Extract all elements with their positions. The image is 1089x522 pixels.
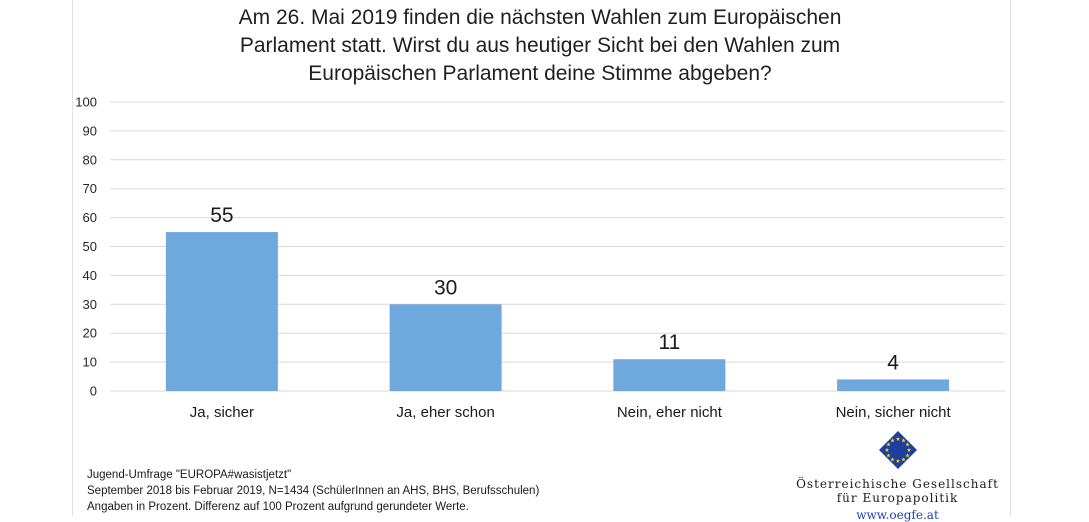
title-line-3: Europäischen Parlament deine Stimme abge… [308, 62, 772, 85]
footnote-line-1: Jugend-Umfrage "EUROPA#wasistjetzt" [87, 469, 292, 481]
y-axis-ticks: 0 10 20 30 40 50 60 70 80 90 100 [75, 95, 97, 399]
star-icon [889, 457, 895, 462]
y-tick-label: 60 [83, 210, 97, 225]
category-label: Nein, sicher nicht [836, 404, 952, 421]
footnote: Jugend-Umfrage "EUROPA#wasistjetzt" Sept… [87, 467, 539, 515]
logo-url: www.oegfe.at [856, 508, 939, 522]
oegfe-logo: Österreichische Gesellschaft für Europap… [790, 430, 1005, 522]
star-icon [884, 447, 889, 452]
data-label: 55 [210, 204, 233, 227]
footnote-line-3: Angaben in Prozent. Differenz auf 100 Pr… [87, 501, 469, 513]
star-icon [904, 442, 910, 447]
star-icon [889, 438, 895, 443]
bar [165, 232, 278, 391]
logo-name-line-2: für Europapolitik [836, 491, 959, 505]
data-label: 4 [887, 351, 899, 374]
chart-title: Am 26. Mai 2019 finden die nächsten Wahl… [120, 4, 960, 88]
y-tick-label: 50 [83, 239, 97, 254]
category-label: Ja, eher schon [396, 404, 494, 421]
y-tick-label: 20 [83, 326, 97, 341]
data-labels: 55 30 11 4 [210, 204, 899, 374]
bar [389, 304, 502, 391]
logo-name: Österreichische Gesellschaft für Europap… [790, 477, 1005, 505]
y-tick-label: 10 [83, 355, 97, 370]
bar [837, 379, 950, 391]
star-icon [904, 453, 910, 458]
star-icon [900, 438, 906, 443]
eu-stars-icon [878, 431, 917, 469]
star-icon [885, 442, 891, 447]
left-frame-line [72, 0, 73, 516]
title-line-2: Parlament statt. Wirst du aus heutiger S… [239, 34, 841, 57]
category-label: Nein, eher nicht [617, 404, 723, 421]
y-tick-label: 70 [83, 181, 97, 196]
y-tick-label: 80 [83, 152, 97, 167]
y-tick-label: 40 [83, 268, 97, 283]
right-frame-line [1010, 0, 1011, 516]
star-icon [900, 457, 906, 462]
footnote-line-2: September 2018 bis Februar 2019, N=1434 … [87, 485, 540, 497]
star-icon [906, 447, 911, 452]
bars [165, 232, 950, 391]
y-tick-label: 30 [83, 297, 97, 312]
y-tick-label: 100 [75, 95, 97, 110]
bar-chart: 0 10 20 30 40 50 60 70 80 90 100 55 30 11 4 Ja, siche… [75, 95, 1005, 421]
data-label: 30 [434, 276, 457, 299]
title-line-1: Am 26. Mai 2019 finden die nächsten Wahl… [238, 6, 842, 29]
star-icon [895, 458, 900, 463]
star-icon [885, 453, 891, 458]
star-icon [895, 436, 900, 441]
y-tick-label: 0 [90, 384, 97, 399]
category-label: Ja, sicher [190, 404, 254, 421]
y-tick-label: 90 [83, 123, 97, 138]
category-labels: Ja, sicher Ja, eher schon Nein, eher nicht… [190, 404, 952, 421]
data-label: 11 [658, 331, 680, 354]
logo-name-line-1: Österreichische Gesellschaft [796, 477, 999, 491]
bar [613, 359, 726, 391]
